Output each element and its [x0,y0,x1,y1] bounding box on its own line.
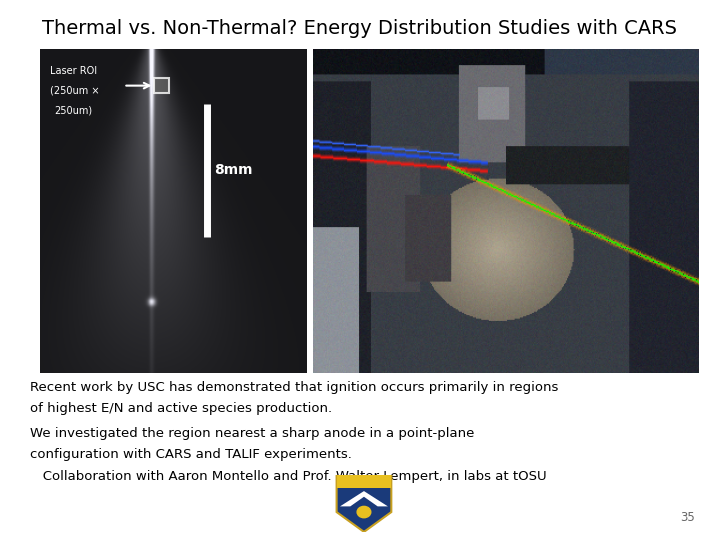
Text: configuration with CARS and TALIF experiments.: configuration with CARS and TALIF experi… [30,448,352,461]
Text: UNIVERSITY: UNIVERSITY [262,519,303,525]
Text: Thermal vs. Non-Thermal? Energy Distribution Studies with CARS: Thermal vs. Non-Thermal? Energy Distribu… [42,19,678,38]
Polygon shape [340,491,388,507]
Polygon shape [337,475,392,488]
Text: (250um ×: (250um × [50,86,100,96]
Circle shape [357,507,371,518]
Text: Recent work by USC has demonstrated that ignition occurs primarily in regions: Recent work by USC has demonstrated that… [30,381,559,394]
Text: 250um): 250um) [55,105,93,116]
Text: 35: 35 [680,511,695,524]
Text: 8mm: 8mm [214,163,253,177]
Text: T  H  E: T H E [274,483,292,488]
Bar [155,78,169,93]
Text: We investigated the region nearest a sharp anode in a point-plane: We investigated the region nearest a sha… [30,427,474,440]
Polygon shape [337,475,392,532]
Text: OHIO: OHIO [256,488,309,505]
Text: Collaboration with Aaron Montello and Prof. Walter Lempert, in labs at tOSU: Collaboration with Aaron Montello and Pr… [30,470,547,483]
Text: of highest E/N and active species production.: of highest E/N and active species produc… [30,402,333,415]
Text: Laser ROI: Laser ROI [50,66,97,77]
Text: STATE: STATE [252,501,313,518]
